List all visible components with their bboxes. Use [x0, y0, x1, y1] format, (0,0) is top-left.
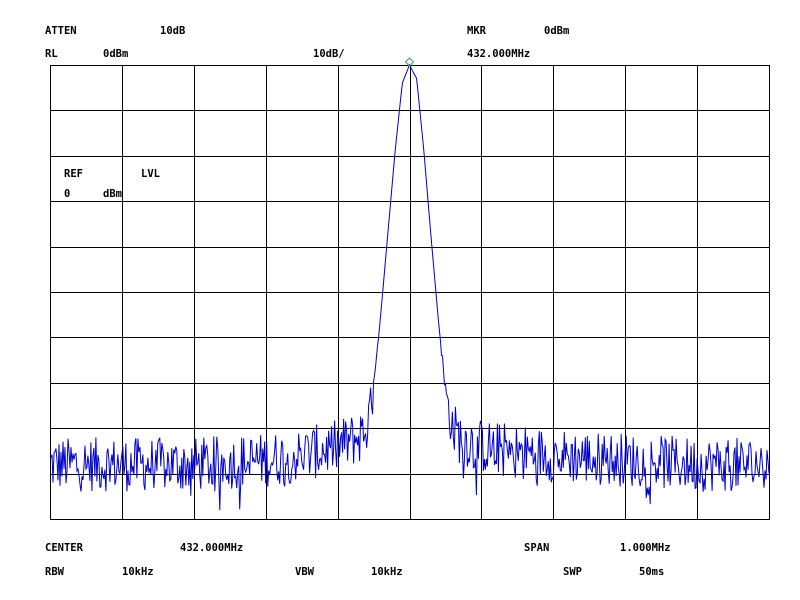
marker-frequency: 432.000MHz [467, 48, 531, 60]
vbw-label: VBW [295, 566, 314, 578]
marker-level: 0dBm [544, 25, 570, 37]
span-value: 1.000MHz [620, 542, 671, 554]
center-label: CENTER [45, 542, 83, 554]
ref-lvl-unit: dBm [103, 188, 122, 200]
sweep-label: SWP [563, 566, 582, 578]
rbw-value: 10kHz [122, 566, 154, 578]
span-label: SPAN [524, 542, 550, 554]
vbw-value: 10kHz [371, 566, 403, 578]
ref-level-label: RL [45, 48, 58, 60]
center-frequency: 432.000MHz [180, 542, 244, 554]
atten-label: ATTEN [45, 25, 77, 37]
ref-level-value: 0dBm [103, 48, 129, 60]
marker-label: MKR [467, 25, 486, 37]
rbw-label: RBW [45, 566, 64, 578]
marker-diamond [404, 57, 415, 67]
spectrum-trace [49, 63, 770, 511]
scale-per-division: 10dB/ [313, 48, 345, 60]
atten-value: 10dB [160, 25, 186, 37]
lvl-label: LVL [141, 168, 160, 180]
sweep-time: 50ms [639, 566, 665, 578]
ref-label: REF [64, 168, 83, 180]
ref-lvl-value: 0 [64, 188, 71, 200]
